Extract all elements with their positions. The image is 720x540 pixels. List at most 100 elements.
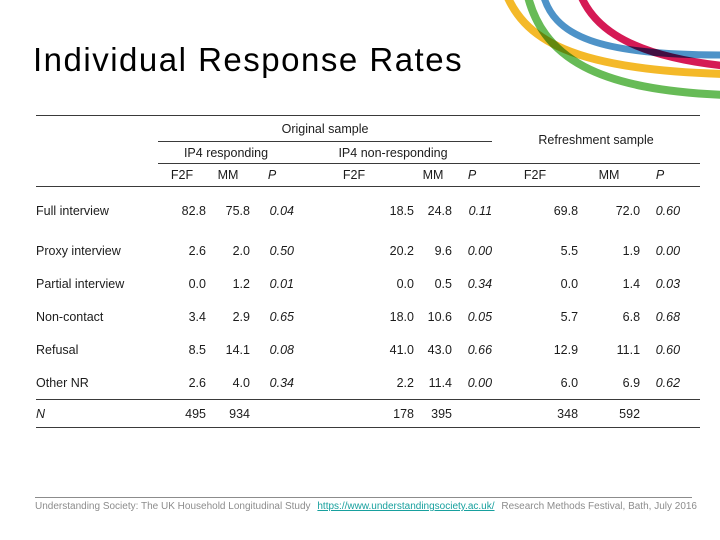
value-cell: 5.7	[560, 310, 579, 324]
value-cell: 43.0	[427, 343, 452, 357]
filler-cell	[680, 366, 701, 400]
value-cell: 495	[158, 399, 206, 428]
value-cell: 24.8	[427, 203, 452, 218]
value-cell: 0.50	[269, 244, 294, 258]
value-cell: 11.4	[414, 366, 452, 400]
table-row: Proxy interview 2.6 2.0 0.50 20.2 9.6 0.00 5.5 1…	[36, 235, 700, 268]
value-cell: 0.0	[188, 277, 206, 291]
col-header-f2f-1: F2F	[158, 163, 206, 187]
value-cell: 395	[414, 399, 452, 428]
value-cell: 0.0	[396, 277, 414, 291]
value-cell: 0.00	[452, 366, 493, 400]
value-cell: 20.2	[389, 244, 414, 258]
swirl-blue-curve	[541, 0, 720, 59]
col-header-f2f-3: F2F	[492, 163, 579, 187]
value-cell: 0.34	[250, 366, 294, 400]
value-cell: 2.0	[232, 244, 250, 258]
value-cell: 178	[294, 399, 414, 428]
value-cell: 0.04	[269, 203, 294, 218]
value-cell: 3.4	[188, 310, 206, 324]
value-cell: 82.8	[181, 203, 206, 218]
row-label: Other NR	[36, 366, 158, 400]
value-cell: 2.2	[294, 366, 414, 400]
footer-website-link[interactable]: https://www.understandingsociety.ac.uk/	[317, 501, 495, 512]
value-cell: 0.5	[434, 277, 452, 291]
table-row: Partial interview 0.0 1.2 0.01 0.0 0.5 0.34 0.0…	[36, 268, 700, 301]
value-cell: 72.0	[615, 203, 641, 218]
value-cell: 592	[578, 399, 641, 428]
value-cell: 0.68	[655, 310, 681, 324]
value-cell: 2.9	[232, 310, 250, 324]
col-header-mm-2: MM	[414, 163, 452, 187]
header-refreshment-sample: Refreshment sample	[492, 115, 701, 164]
row-label: Refusal	[36, 343, 79, 357]
value-cell: 8.5	[188, 343, 206, 357]
row-label: N	[36, 399, 158, 428]
value-cell: 6.8	[622, 310, 641, 324]
col-header-p-1: P	[250, 163, 294, 187]
value-cell: 18.0	[389, 310, 414, 324]
col-header-mm-3: MM	[578, 163, 641, 187]
table-row: Full interview 82.8 75.8 0.04 18.5 24.8 0.11 69…	[36, 187, 700, 235]
table-body: Full interview 82.8 75.8 0.04 18.5 24.8 0.11 69…	[36, 187, 701, 428]
value-cell: 1.9	[622, 244, 641, 258]
filler-cell	[680, 163, 701, 187]
value-cell: 9.6	[434, 244, 452, 258]
value-cell: 0.65	[269, 310, 294, 324]
value-cell: 41.0	[389, 343, 414, 357]
value-cell: 5.5	[560, 244, 579, 258]
value-cell: 75.8	[225, 203, 250, 218]
value-cell	[452, 399, 493, 428]
table-row: N 495 934 178 395 348 592	[36, 399, 701, 428]
value-cell: 18.5	[389, 203, 414, 218]
row-label: Partial interview	[36, 277, 125, 291]
value-cell: 0.34	[467, 277, 493, 291]
table-row: Other NR 2.6 4.0 0.34 2.2 11.4 0.00 6.0 6.9 0.62	[36, 366, 701, 400]
col-header-p-3: P	[640, 163, 681, 187]
header-original-sample: Original sample	[158, 115, 493, 142]
subheader-row: F2F MM P F2F MM P F2F MM P	[36, 163, 701, 187]
value-cell: 0.11	[468, 203, 493, 218]
value-cell: 14.1	[225, 343, 250, 357]
value-cell: 1.2	[232, 277, 250, 291]
value-cell: 348	[492, 399, 579, 428]
value-cell: 0.60	[655, 343, 681, 357]
filler-cell	[680, 301, 700, 334]
filler-cell	[680, 268, 700, 301]
footer-study-title: Understanding Society: The UK Household …	[35, 501, 311, 512]
value-cell: 0.0	[560, 277, 579, 291]
value-cell	[640, 399, 681, 428]
col-header-f2f-2: F2F	[294, 163, 414, 187]
value-cell: 1.4	[622, 277, 641, 291]
value-cell: 12.9	[553, 343, 579, 357]
value-cell: 0.62	[640, 366, 681, 400]
footer-divider	[35, 497, 692, 498]
row-label: Full interview	[36, 203, 109, 218]
swirl-decoration	[504, 0, 720, 99]
footer-event: Research Methods Festival, Bath, July 20…	[501, 501, 697, 512]
row-label: Proxy interview	[36, 244, 121, 258]
value-cell: 11.1	[616, 343, 641, 357]
value-cell	[250, 399, 294, 428]
value-cell: 0.60	[655, 203, 681, 218]
row-label: Non-contact	[36, 310, 104, 324]
footer: Understanding Society: The UK Household …	[35, 501, 697, 512]
value-cell: 0.00	[655, 244, 681, 258]
response-rates-table: Original sample Refreshment sample IP4 r…	[36, 115, 701, 428]
value-cell: 2.6	[188, 244, 206, 258]
value-cell: 2.6	[158, 366, 206, 400]
value-cell: 0.01	[269, 277, 294, 291]
header-empty-cell	[36, 115, 158, 187]
filler-cell	[680, 334, 700, 367]
value-cell: 0.00	[467, 244, 493, 258]
filler-cell	[680, 235, 700, 268]
value-cell: 6.9	[578, 366, 641, 400]
slide-title: Individual Response Rates	[33, 41, 464, 78]
col-header-p-2: P	[452, 163, 493, 187]
value-cell: 69.8	[553, 203, 579, 218]
filler-cell	[680, 187, 700, 235]
value-cell: 0.05	[467, 310, 493, 324]
value-cell: 0.66	[467, 343, 493, 357]
value-cell: 10.6	[427, 310, 452, 324]
